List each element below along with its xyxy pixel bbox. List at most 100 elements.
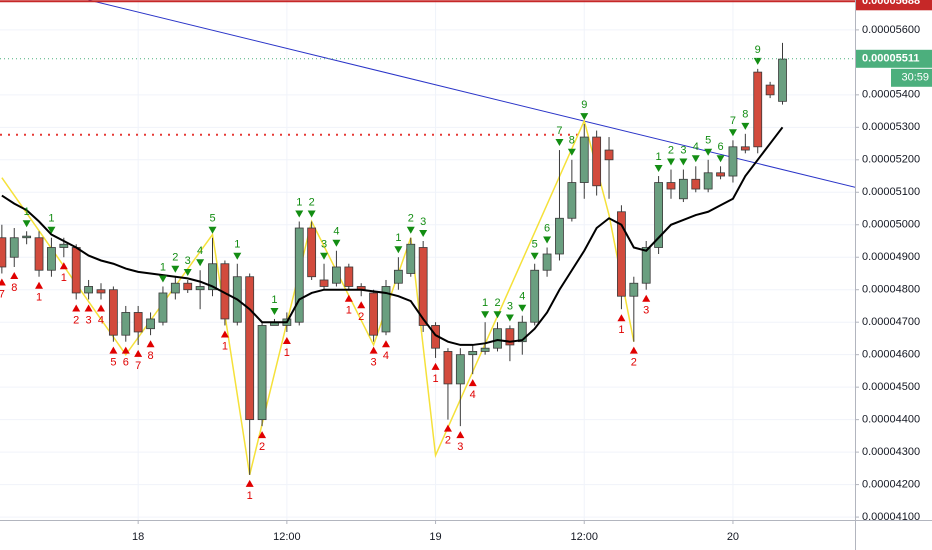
candle-body bbox=[59, 243, 69, 248]
buy-triangle bbox=[344, 294, 353, 302]
sell-triangle bbox=[295, 210, 304, 218]
candle-body bbox=[146, 318, 155, 330]
setup-count: 7 bbox=[135, 360, 141, 372]
y-tick-label: 0.00005100 bbox=[862, 186, 920, 198]
setup-count: 4 bbox=[333, 226, 339, 238]
setup-count: 9 bbox=[755, 44, 761, 56]
candle-body bbox=[393, 269, 403, 284]
candle-body bbox=[0, 237, 7, 268]
buy-triangle bbox=[369, 346, 378, 354]
y-tick-label: 0.00005200 bbox=[862, 154, 920, 166]
setup-count: 1 bbox=[61, 272, 67, 284]
sell-triangle bbox=[307, 210, 316, 218]
sell-triangle bbox=[481, 311, 490, 319]
sell-triangle bbox=[233, 252, 242, 260]
setup-count: 1 bbox=[36, 292, 42, 304]
candle-body bbox=[170, 282, 180, 294]
sell-triangle bbox=[394, 246, 403, 254]
candle-body bbox=[455, 354, 465, 385]
candle-body bbox=[579, 136, 589, 183]
candle-body bbox=[84, 286, 93, 294]
sell-triangle bbox=[741, 122, 750, 130]
setup-count: 1 bbox=[160, 261, 166, 273]
setup-count: 2 bbox=[172, 252, 178, 264]
sell-triangle bbox=[567, 148, 576, 156]
setup-count: 6 bbox=[544, 222, 550, 234]
setup-count: 1 bbox=[346, 305, 352, 317]
y-tick-label: 0.00004300 bbox=[862, 446, 920, 458]
setup-count: 7 bbox=[730, 115, 736, 127]
candle-body bbox=[418, 247, 428, 326]
candle-body bbox=[592, 136, 602, 187]
setup-count: 3 bbox=[86, 314, 92, 326]
setup-count: 7 bbox=[0, 288, 5, 300]
buy-triangle bbox=[617, 314, 626, 322]
setup-count: 6 bbox=[717, 141, 723, 153]
countdown-tag bbox=[891, 68, 932, 87]
candle-body bbox=[555, 217, 564, 255]
sell-triangle bbox=[580, 113, 589, 121]
setup-count: 3 bbox=[680, 144, 686, 156]
candle-body bbox=[778, 58, 787, 102]
sell-triangle bbox=[691, 155, 700, 163]
setup-count: 1 bbox=[234, 239, 240, 251]
y-tick-label: 0.00004200 bbox=[862, 479, 920, 491]
buy-triangle bbox=[456, 431, 465, 439]
setup-count: 3 bbox=[420, 216, 426, 228]
candle-body bbox=[369, 292, 378, 336]
buy-triangle bbox=[59, 262, 68, 270]
axes: 0.00005600 0.00005400 0.00005300 0.00005200… bbox=[132, 0, 932, 543]
y-tick-label: 0.00004600 bbox=[862, 349, 920, 361]
candle-body bbox=[332, 266, 341, 284]
sell-triangle bbox=[406, 226, 415, 234]
y-tick-label: 0.00004700 bbox=[862, 316, 920, 328]
buy-triangle bbox=[0, 278, 6, 286]
sell-triangle bbox=[158, 275, 167, 283]
sell-triangle bbox=[530, 252, 539, 260]
candle-body bbox=[728, 146, 738, 177]
price-tag-label: 0.00005511 bbox=[862, 53, 920, 65]
buy-triangle bbox=[35, 281, 44, 289]
buy-triangle bbox=[357, 301, 366, 309]
candle-body bbox=[691, 178, 701, 190]
y-tick-label: 0.00004900 bbox=[862, 251, 920, 263]
candle-body bbox=[666, 182, 676, 190]
setup-count: 5 bbox=[705, 135, 711, 147]
setup-count: 5 bbox=[209, 213, 215, 225]
candle-body bbox=[208, 263, 217, 291]
candle-body bbox=[604, 149, 614, 161]
setup-count: 4 bbox=[383, 350, 389, 362]
candle-body bbox=[505, 328, 515, 346]
setup-count: 3 bbox=[185, 255, 191, 267]
buy-triangle bbox=[381, 340, 390, 348]
candle-body bbox=[617, 211, 626, 297]
setup-count: 1 bbox=[284, 347, 290, 359]
candle-body bbox=[480, 347, 490, 352]
setup-count: 8 bbox=[569, 135, 575, 147]
sell-triangle bbox=[753, 57, 762, 65]
buy-triangle bbox=[629, 346, 638, 354]
candle-body bbox=[257, 325, 267, 421]
candle-body bbox=[34, 237, 44, 271]
sell-triangle bbox=[320, 252, 329, 260]
x-tick-label: 19 bbox=[429, 531, 441, 543]
buy-triangle bbox=[443, 424, 452, 432]
candle-body bbox=[344, 266, 354, 287]
candle-body bbox=[753, 71, 763, 148]
buy-triangle bbox=[245, 479, 254, 487]
buy-triangle bbox=[134, 349, 143, 357]
setup-count: 3 bbox=[507, 300, 513, 312]
sell-triangle bbox=[419, 229, 428, 237]
price-tag bbox=[856, 49, 932, 68]
candle-body bbox=[641, 247, 651, 284]
buy-triangle bbox=[431, 362, 440, 370]
setup-count: 5 bbox=[110, 357, 116, 369]
candle-body bbox=[765, 84, 775, 96]
y-tick-label: 0.00004500 bbox=[862, 381, 920, 393]
candle-body bbox=[71, 247, 81, 294]
setup-count: 2 bbox=[494, 297, 500, 309]
setup-count: 2 bbox=[631, 357, 637, 369]
candle-body bbox=[567, 182, 577, 219]
buy-triangle bbox=[84, 304, 93, 312]
